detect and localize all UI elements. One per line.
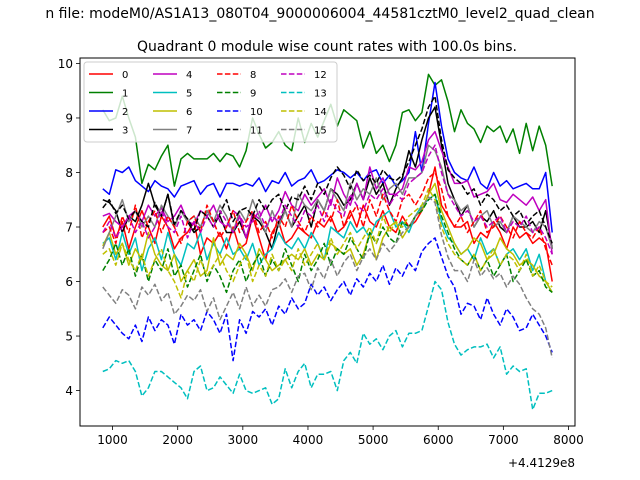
y-tick-label: 7 bbox=[65, 221, 73, 235]
series-line-2 bbox=[102, 81, 553, 233]
legend-label-10: 10 bbox=[250, 107, 263, 118]
x-tick-label: 1000 bbox=[97, 433, 128, 447]
legend-label-6: 6 bbox=[186, 107, 192, 118]
plot-area bbox=[102, 73, 553, 411]
series-line-15 bbox=[102, 196, 553, 359]
y-tick-label: 5 bbox=[65, 330, 73, 344]
chart-title: Quadrant 0 module wise count rates with … bbox=[137, 39, 517, 55]
legend-label-9: 9 bbox=[250, 89, 256, 100]
legend-label-0: 0 bbox=[122, 70, 128, 81]
legend-label-2: 2 bbox=[122, 107, 128, 118]
legend-label-7: 7 bbox=[186, 126, 192, 137]
series-line-11 bbox=[102, 95, 553, 244]
legend-box bbox=[83, 61, 338, 143]
y-tick-label: 6 bbox=[65, 275, 73, 289]
legend-label-5: 5 bbox=[186, 89, 192, 100]
series-line-14 bbox=[102, 188, 553, 299]
y-tick-label: 4 bbox=[65, 384, 73, 398]
figure-suptitle: n file: modeM0/AS1A13_080T04_9000006004_… bbox=[45, 6, 594, 22]
series-line-10 bbox=[102, 237, 553, 362]
series-line-0 bbox=[102, 166, 553, 282]
x-tick-label: 6000 bbox=[423, 433, 454, 447]
series-line-13 bbox=[102, 280, 553, 411]
x-tick-label: 3000 bbox=[228, 433, 259, 447]
legend-label-3: 3 bbox=[122, 126, 128, 137]
x-tick-label: 4000 bbox=[293, 433, 324, 447]
x-tick-label: 7000 bbox=[488, 433, 519, 447]
x-tick-label: 5000 bbox=[358, 433, 389, 447]
legend-label-1: 1 bbox=[122, 89, 128, 100]
x-offset-label: +4.4129e8 bbox=[508, 456, 575, 470]
x-tick-label: 2000 bbox=[162, 433, 193, 447]
y-tick-label: 9 bbox=[65, 111, 73, 125]
legend-label-4: 4 bbox=[186, 70, 192, 81]
series-line-9 bbox=[102, 193, 553, 294]
legend-label-8: 8 bbox=[250, 70, 256, 81]
series-line-5 bbox=[102, 193, 553, 293]
series-line-12 bbox=[102, 144, 553, 255]
legend-label-13: 13 bbox=[314, 89, 327, 100]
x-tick-label: 8000 bbox=[553, 433, 584, 447]
y-tick-label: 10 bbox=[58, 57, 73, 71]
y-tick-label: 8 bbox=[65, 166, 73, 180]
axes-frame bbox=[79, 57, 576, 427]
legend-label-15: 15 bbox=[314, 126, 327, 137]
series-line-8 bbox=[102, 171, 553, 266]
legend-label-11: 11 bbox=[250, 126, 263, 137]
legend-label-12: 12 bbox=[314, 70, 327, 81]
legend-label-14: 14 bbox=[314, 107, 327, 118]
series-line-6 bbox=[102, 182, 553, 293]
